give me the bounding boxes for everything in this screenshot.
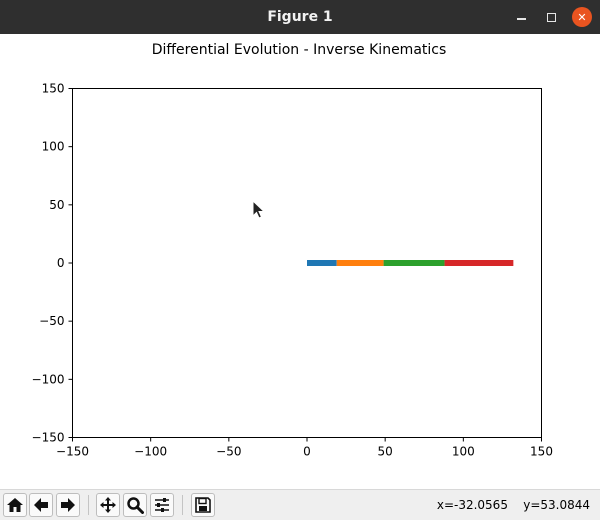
configure-subplots-button[interactable] bbox=[150, 493, 174, 517]
y-tick-label: −150 bbox=[32, 431, 65, 445]
minimize-icon bbox=[516, 17, 526, 20]
x-tick-label: 100 bbox=[452, 445, 475, 459]
close-button[interactable]: ✕ bbox=[572, 7, 592, 27]
x-tick-label: −50 bbox=[216, 445, 241, 459]
y-tick-label: −100 bbox=[32, 372, 65, 386]
chart-svg: Differential Evolution - Inverse Kinemat… bbox=[32, 42, 553, 459]
y-tick-label: 0 bbox=[57, 256, 65, 270]
zoom-icon bbox=[127, 497, 144, 514]
x-tick-label: 0 bbox=[303, 445, 311, 459]
y-tick-label: −50 bbox=[39, 314, 64, 328]
back-button[interactable] bbox=[29, 493, 53, 517]
navigation-toolbar: x=-32.0565 y=53.0844 bbox=[0, 489, 600, 520]
maximize-icon bbox=[546, 12, 556, 22]
save-button[interactable] bbox=[191, 493, 215, 517]
x-tick-label: 150 bbox=[530, 445, 553, 459]
minimize-button[interactable] bbox=[511, 7, 531, 27]
x-tick-label: 50 bbox=[378, 445, 393, 459]
window-title: Figure 1 bbox=[267, 9, 333, 25]
x-tick-label: −100 bbox=[134, 445, 167, 459]
coord-x: x=-32.0565 bbox=[436, 498, 508, 512]
figure-canvas[interactable]: Differential Evolution - Inverse Kinemat… bbox=[0, 34, 600, 489]
pan-icon bbox=[100, 497, 116, 513]
ticks-layer: −150 −100 −50 0 50 100 150 −150 −100 −50 0 50 100 150 bbox=[32, 82, 553, 459]
zoom-button[interactable] bbox=[123, 493, 147, 517]
home-button[interactable] bbox=[3, 493, 27, 517]
toolbar-separator bbox=[182, 495, 183, 515]
save-icon bbox=[195, 497, 211, 513]
back-icon bbox=[34, 498, 48, 512]
coord-y: y=53.0844 bbox=[523, 498, 590, 512]
home-icon bbox=[7, 498, 23, 512]
maximize-button[interactable] bbox=[541, 7, 561, 27]
chart-title: Differential Evolution - Inverse Kinemat… bbox=[152, 42, 447, 58]
mouse-pointer-icon bbox=[252, 199, 266, 224]
cursor-coordinates: x=-32.0565 y=53.0844 bbox=[437, 490, 590, 520]
y-tick-label: 150 bbox=[42, 82, 65, 96]
forward-button[interactable] bbox=[56, 493, 80, 517]
configure-subplots-icon bbox=[155, 498, 169, 512]
window-titlebar: Figure 1 ✕ bbox=[0, 0, 600, 34]
y-tick-label: 100 bbox=[42, 140, 65, 154]
forward-icon bbox=[61, 498, 75, 512]
y-tick-label: 50 bbox=[49, 198, 64, 212]
close-icon: ✕ bbox=[577, 10, 587, 24]
pan-button[interactable] bbox=[96, 493, 120, 517]
x-tick-label: −150 bbox=[56, 445, 89, 459]
toolbar-separator bbox=[88, 495, 89, 515]
